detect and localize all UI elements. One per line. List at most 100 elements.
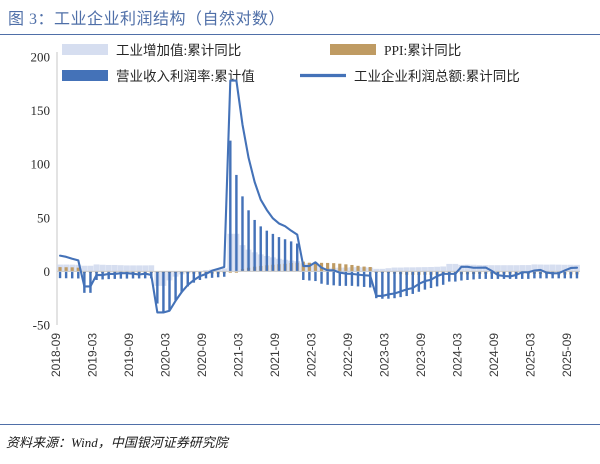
bar [561, 264, 568, 272]
page-title: 图 3：工业企业利润结构（自然对数） [8, 11, 286, 28]
bar [117, 265, 124, 272]
bar [397, 267, 404, 272]
bar [320, 271, 323, 284]
x-axis-tick-label: 2023-03 [377, 333, 391, 377]
bar [314, 271, 317, 282]
bar [203, 270, 209, 272]
footer-divider [0, 424, 600, 425]
bar [332, 263, 336, 272]
bar [490, 271, 494, 279]
bar [136, 265, 143, 272]
bar [210, 271, 214, 278]
bar [415, 267, 422, 272]
y-axis-tick-label: 50 [37, 210, 50, 225]
bar [58, 271, 62, 279]
bar [64, 267, 68, 272]
x-axis-tick-label: 2024-03 [450, 333, 464, 377]
bar [143, 271, 147, 279]
bar [527, 271, 530, 279]
bar [70, 271, 74, 279]
bar [295, 243, 299, 272]
bar [356, 271, 360, 287]
bar [326, 271, 329, 285]
bar [131, 271, 135, 279]
bar [375, 271, 378, 299]
bar [313, 262, 318, 272]
bar [368, 271, 372, 288]
bar [466, 271, 469, 280]
bar [215, 268, 222, 272]
legend-label: PPI:累计同比 [384, 43, 461, 58]
bar [344, 271, 348, 286]
bar [385, 268, 392, 272]
bar [81, 265, 88, 272]
bar [350, 271, 354, 286]
bar [446, 263, 453, 272]
legend-label: 工业增加值:累计同比 [116, 43, 241, 58]
legend-item: 工业企业利润总额:累计同比 [300, 68, 520, 84]
bar [113, 271, 116, 279]
bars-profit-margin [58, 140, 579, 313]
bar [411, 271, 414, 294]
bar [93, 264, 100, 272]
bar [531, 264, 538, 272]
bar [417, 271, 421, 292]
x-axis-tick-label: 2019-09 [122, 333, 136, 377]
bar [409, 267, 416, 272]
bar [422, 267, 428, 272]
bar [513, 265, 520, 272]
bar [235, 174, 238, 272]
bar [545, 271, 548, 279]
bar [533, 271, 536, 279]
bar [508, 271, 512, 279]
bar [460, 271, 463, 281]
bar [381, 271, 384, 299]
bar [507, 265, 513, 272]
bar [241, 196, 244, 272]
bar [338, 271, 342, 286]
bar [543, 264, 550, 272]
bar [326, 262, 330, 272]
bar [575, 271, 579, 279]
bar [76, 267, 80, 272]
bar [549, 264, 556, 272]
x-axis-tick-label: 2018-09 [49, 333, 63, 377]
bar [344, 264, 348, 272]
bar [142, 265, 149, 272]
bar [488, 265, 495, 272]
bar [125, 271, 129, 279]
chart-canvas: 工业增加值:累计同比 PPI:累计同比 营业收入利润率:累计值 工业企业利润总额:累计… [0, 36, 600, 422]
bar [308, 271, 311, 281]
bar [484, 271, 487, 279]
x-axis-tick-label: 2022-03 [304, 333, 318, 377]
legend-label: 工业企业利润总额:累计同比 [354, 68, 520, 84]
bar [521, 271, 524, 279]
bar [478, 271, 481, 279]
bar [403, 267, 410, 272]
bar [105, 264, 112, 272]
bar [271, 233, 275, 272]
bar [555, 264, 562, 272]
x-axis-tick-label: 2021-03 [231, 333, 245, 377]
x-axis-tick-label: 2020-03 [159, 333, 173, 377]
bar [373, 268, 380, 272]
bar [399, 271, 402, 298]
bar [124, 265, 130, 272]
bar [277, 237, 281, 272]
x-axis-tick-label: 2023-09 [414, 333, 428, 377]
bar [356, 265, 360, 272]
bar [452, 263, 459, 272]
bar [87, 265, 94, 272]
bar [393, 271, 396, 299]
bar [379, 268, 386, 272]
bars-industrial-value-added [57, 233, 580, 286]
bar [289, 241, 293, 272]
x-axis-tick-label: 2021-09 [268, 333, 282, 377]
x-axis-tick-label: 2020-09 [195, 333, 209, 377]
bar [265, 230, 269, 272]
bar [107, 271, 110, 280]
bar [130, 265, 136, 272]
bar [253, 219, 256, 272]
bar [77, 271, 80, 279]
